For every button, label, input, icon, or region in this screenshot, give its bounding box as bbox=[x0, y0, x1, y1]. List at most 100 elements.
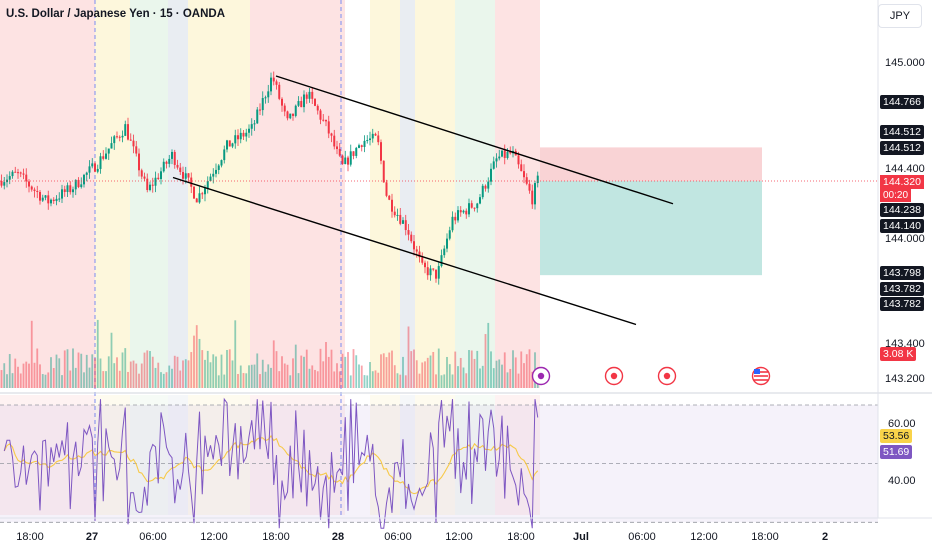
candle-body bbox=[17, 172, 19, 174]
volume-bar bbox=[498, 359, 501, 388]
volume-bar bbox=[349, 375, 352, 388]
time-label: 2 bbox=[821, 531, 829, 543]
time-label: 18:00 bbox=[16, 531, 44, 543]
candle-body bbox=[349, 151, 352, 165]
candle-body bbox=[385, 182, 388, 196]
volume-tag: 3.08 K bbox=[880, 347, 917, 361]
candle-body bbox=[492, 161, 495, 169]
volume-bar bbox=[261, 359, 264, 388]
candle-body bbox=[151, 184, 154, 186]
candle-body bbox=[275, 81, 278, 85]
volume-bar bbox=[190, 352, 193, 388]
candle-body bbox=[380, 142, 382, 161]
volume-bar bbox=[22, 363, 25, 388]
candle-body bbox=[14, 171, 17, 173]
candle-body bbox=[377, 135, 380, 143]
volume-bar bbox=[292, 358, 294, 388]
volume-bar bbox=[470, 350, 473, 388]
candle-body bbox=[322, 119, 325, 121]
volume-bar bbox=[305, 349, 308, 388]
volume-bar bbox=[140, 363, 143, 388]
candle-body bbox=[435, 269, 437, 279]
volume-bar bbox=[33, 362, 36, 388]
candle-body bbox=[41, 197, 44, 201]
candle-body bbox=[404, 220, 407, 231]
candle-body bbox=[231, 143, 234, 147]
volume-bar bbox=[63, 350, 66, 388]
volume-bar bbox=[228, 349, 231, 388]
session-band bbox=[400, 0, 415, 388]
candle-body bbox=[58, 198, 61, 200]
candle-body bbox=[366, 140, 369, 142]
candle-body bbox=[30, 186, 33, 190]
candle-body bbox=[160, 171, 162, 180]
candle-body bbox=[250, 124, 253, 129]
candle-body bbox=[239, 132, 242, 140]
volume-bar bbox=[330, 349, 333, 388]
candle-body bbox=[220, 160, 223, 166]
volume-bar bbox=[160, 372, 162, 388]
volume-bar bbox=[77, 352, 80, 388]
price-label-tag: 144.238 bbox=[880, 203, 924, 217]
rsi-level-label: 40.00 bbox=[888, 475, 916, 487]
session-band-rsi bbox=[168, 395, 188, 515]
candle-body bbox=[127, 124, 129, 140]
volume-bar bbox=[91, 354, 94, 388]
candle-body bbox=[520, 164, 523, 172]
candle-body bbox=[201, 193, 204, 195]
volume-bar bbox=[388, 352, 391, 388]
volume-bar bbox=[272, 340, 275, 388]
volume-bar bbox=[39, 364, 41, 388]
volume-bar bbox=[74, 367, 77, 388]
volume-bar bbox=[259, 374, 261, 388]
volume-bar bbox=[435, 374, 437, 388]
candle-body bbox=[468, 203, 470, 215]
candle-body bbox=[253, 123, 256, 125]
volume-bar bbox=[179, 370, 182, 388]
volume-bar bbox=[94, 358, 96, 388]
candle-body bbox=[410, 234, 413, 242]
session-band bbox=[188, 0, 250, 388]
candle-body bbox=[490, 168, 492, 182]
volume-bar bbox=[336, 363, 338, 388]
rsi-value-tag: 51.69 bbox=[880, 445, 913, 459]
volume-bar bbox=[407, 326, 410, 388]
candle-body bbox=[33, 189, 36, 191]
candle-body bbox=[25, 174, 28, 182]
volume-bar bbox=[484, 334, 487, 388]
volume-bar bbox=[124, 348, 127, 388]
price-label-tag: 143.798 bbox=[880, 266, 924, 280]
candle-body bbox=[121, 135, 124, 138]
last-price-tag: 144.320 bbox=[880, 175, 924, 189]
volume-bar bbox=[509, 368, 512, 388]
candle-body bbox=[347, 157, 349, 165]
candle-body bbox=[531, 190, 534, 205]
volume-bar bbox=[531, 371, 534, 388]
volume-bar bbox=[30, 320, 33, 388]
volume-bar bbox=[52, 368, 55, 388]
volume-bar bbox=[283, 363, 286, 388]
volume-bar bbox=[234, 320, 237, 388]
symbol-title[interactable]: U.S. Dollar / Japanese Yen · 15 · OANDA bbox=[6, 8, 225, 20]
candle-body bbox=[39, 191, 41, 201]
volume-bar bbox=[308, 368, 311, 388]
volume-bar bbox=[66, 349, 69, 388]
rsi-line bbox=[3, 397, 539, 529]
volume-bar bbox=[121, 352, 124, 388]
candle-body bbox=[517, 155, 520, 165]
volume-bar bbox=[528, 349, 531, 388]
volume-bar bbox=[226, 349, 228, 388]
bar-countdown: 00:20 bbox=[880, 189, 912, 202]
volume-bar bbox=[162, 373, 165, 388]
volume-bar bbox=[418, 373, 421, 388]
session-band bbox=[415, 0, 455, 388]
volume-bar bbox=[520, 351, 523, 388]
volume-bar bbox=[171, 368, 173, 388]
candle-body bbox=[248, 128, 250, 133]
volume-bar bbox=[294, 344, 297, 388]
volume-bar bbox=[61, 375, 63, 388]
currency-button[interactable]: JPY bbox=[878, 4, 922, 28]
volume-bar bbox=[105, 371, 107, 388]
candle-body bbox=[426, 267, 429, 276]
